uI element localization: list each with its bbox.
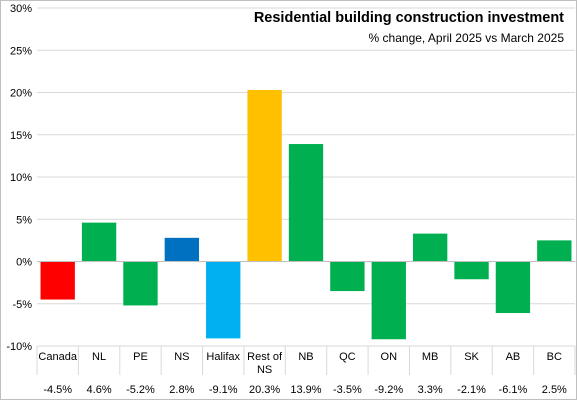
y-tick-label: 15% [10, 130, 32, 142]
value-label: 13.9% [290, 384, 321, 396]
category-label: MB [422, 351, 439, 363]
value-label: 4.6% [87, 384, 112, 396]
category-label: NS [174, 351, 189, 363]
category-label: NB [298, 351, 313, 363]
bar-11 [495, 261, 531, 314]
bar-12 [537, 240, 572, 262]
y-tick-label: -10% [6, 341, 32, 353]
bar-0 [40, 261, 75, 300]
category-label: Canada [38, 351, 77, 363]
value-label: -2.1% [457, 384, 486, 396]
category-label: AB [506, 351, 521, 363]
value-label: 20.3% [249, 384, 280, 396]
value-label: -3.5% [333, 384, 362, 396]
category-label: ON [381, 351, 398, 363]
bar-1 [81, 222, 117, 262]
category-label: NS [257, 364, 272, 376]
chart-title: Residential building construction invest… [253, 10, 564, 26]
y-tick-label: -5% [12, 299, 32, 311]
value-label: -9.1% [209, 384, 238, 396]
y-tick-label: 30% [10, 3, 32, 15]
value-label: 2.5% [542, 384, 567, 396]
bar-3 [164, 237, 200, 262]
category-label: Rest of [247, 351, 283, 363]
category-label: SK [464, 351, 479, 363]
title-block: Residential building construction invest… [254, 9, 564, 46]
bar-7 [330, 261, 365, 292]
y-tick-label: 10% [10, 172, 32, 184]
category-label: BC [547, 351, 562, 363]
y-tick-label: 25% [10, 45, 32, 57]
y-tick-label: 0% [16, 257, 32, 269]
value-label: -9.2% [374, 384, 403, 396]
bar-9 [412, 233, 448, 262]
bar-8 [371, 261, 406, 340]
category-label: PE [133, 351, 148, 363]
value-label: -6.1% [499, 384, 528, 396]
value-label: 2.8% [169, 384, 194, 396]
category-label: QC [339, 351, 356, 363]
y-tick-label: 5% [16, 214, 32, 226]
value-label: 3.3% [418, 384, 443, 396]
category-label: Halifax [206, 351, 240, 363]
bar-10 [454, 261, 489, 280]
y-tick-label: 20% [10, 88, 32, 100]
chart-subtitle: % change, April 2025 vs March 2025 [368, 31, 564, 45]
bar-2 [123, 261, 158, 306]
bar-6 [288, 144, 324, 262]
category-label: NL [92, 351, 106, 363]
bar-5 [247, 89, 282, 262]
value-label: -4.5% [43, 384, 72, 396]
bar-4 [206, 261, 241, 339]
value-label: -5.2% [126, 384, 155, 396]
